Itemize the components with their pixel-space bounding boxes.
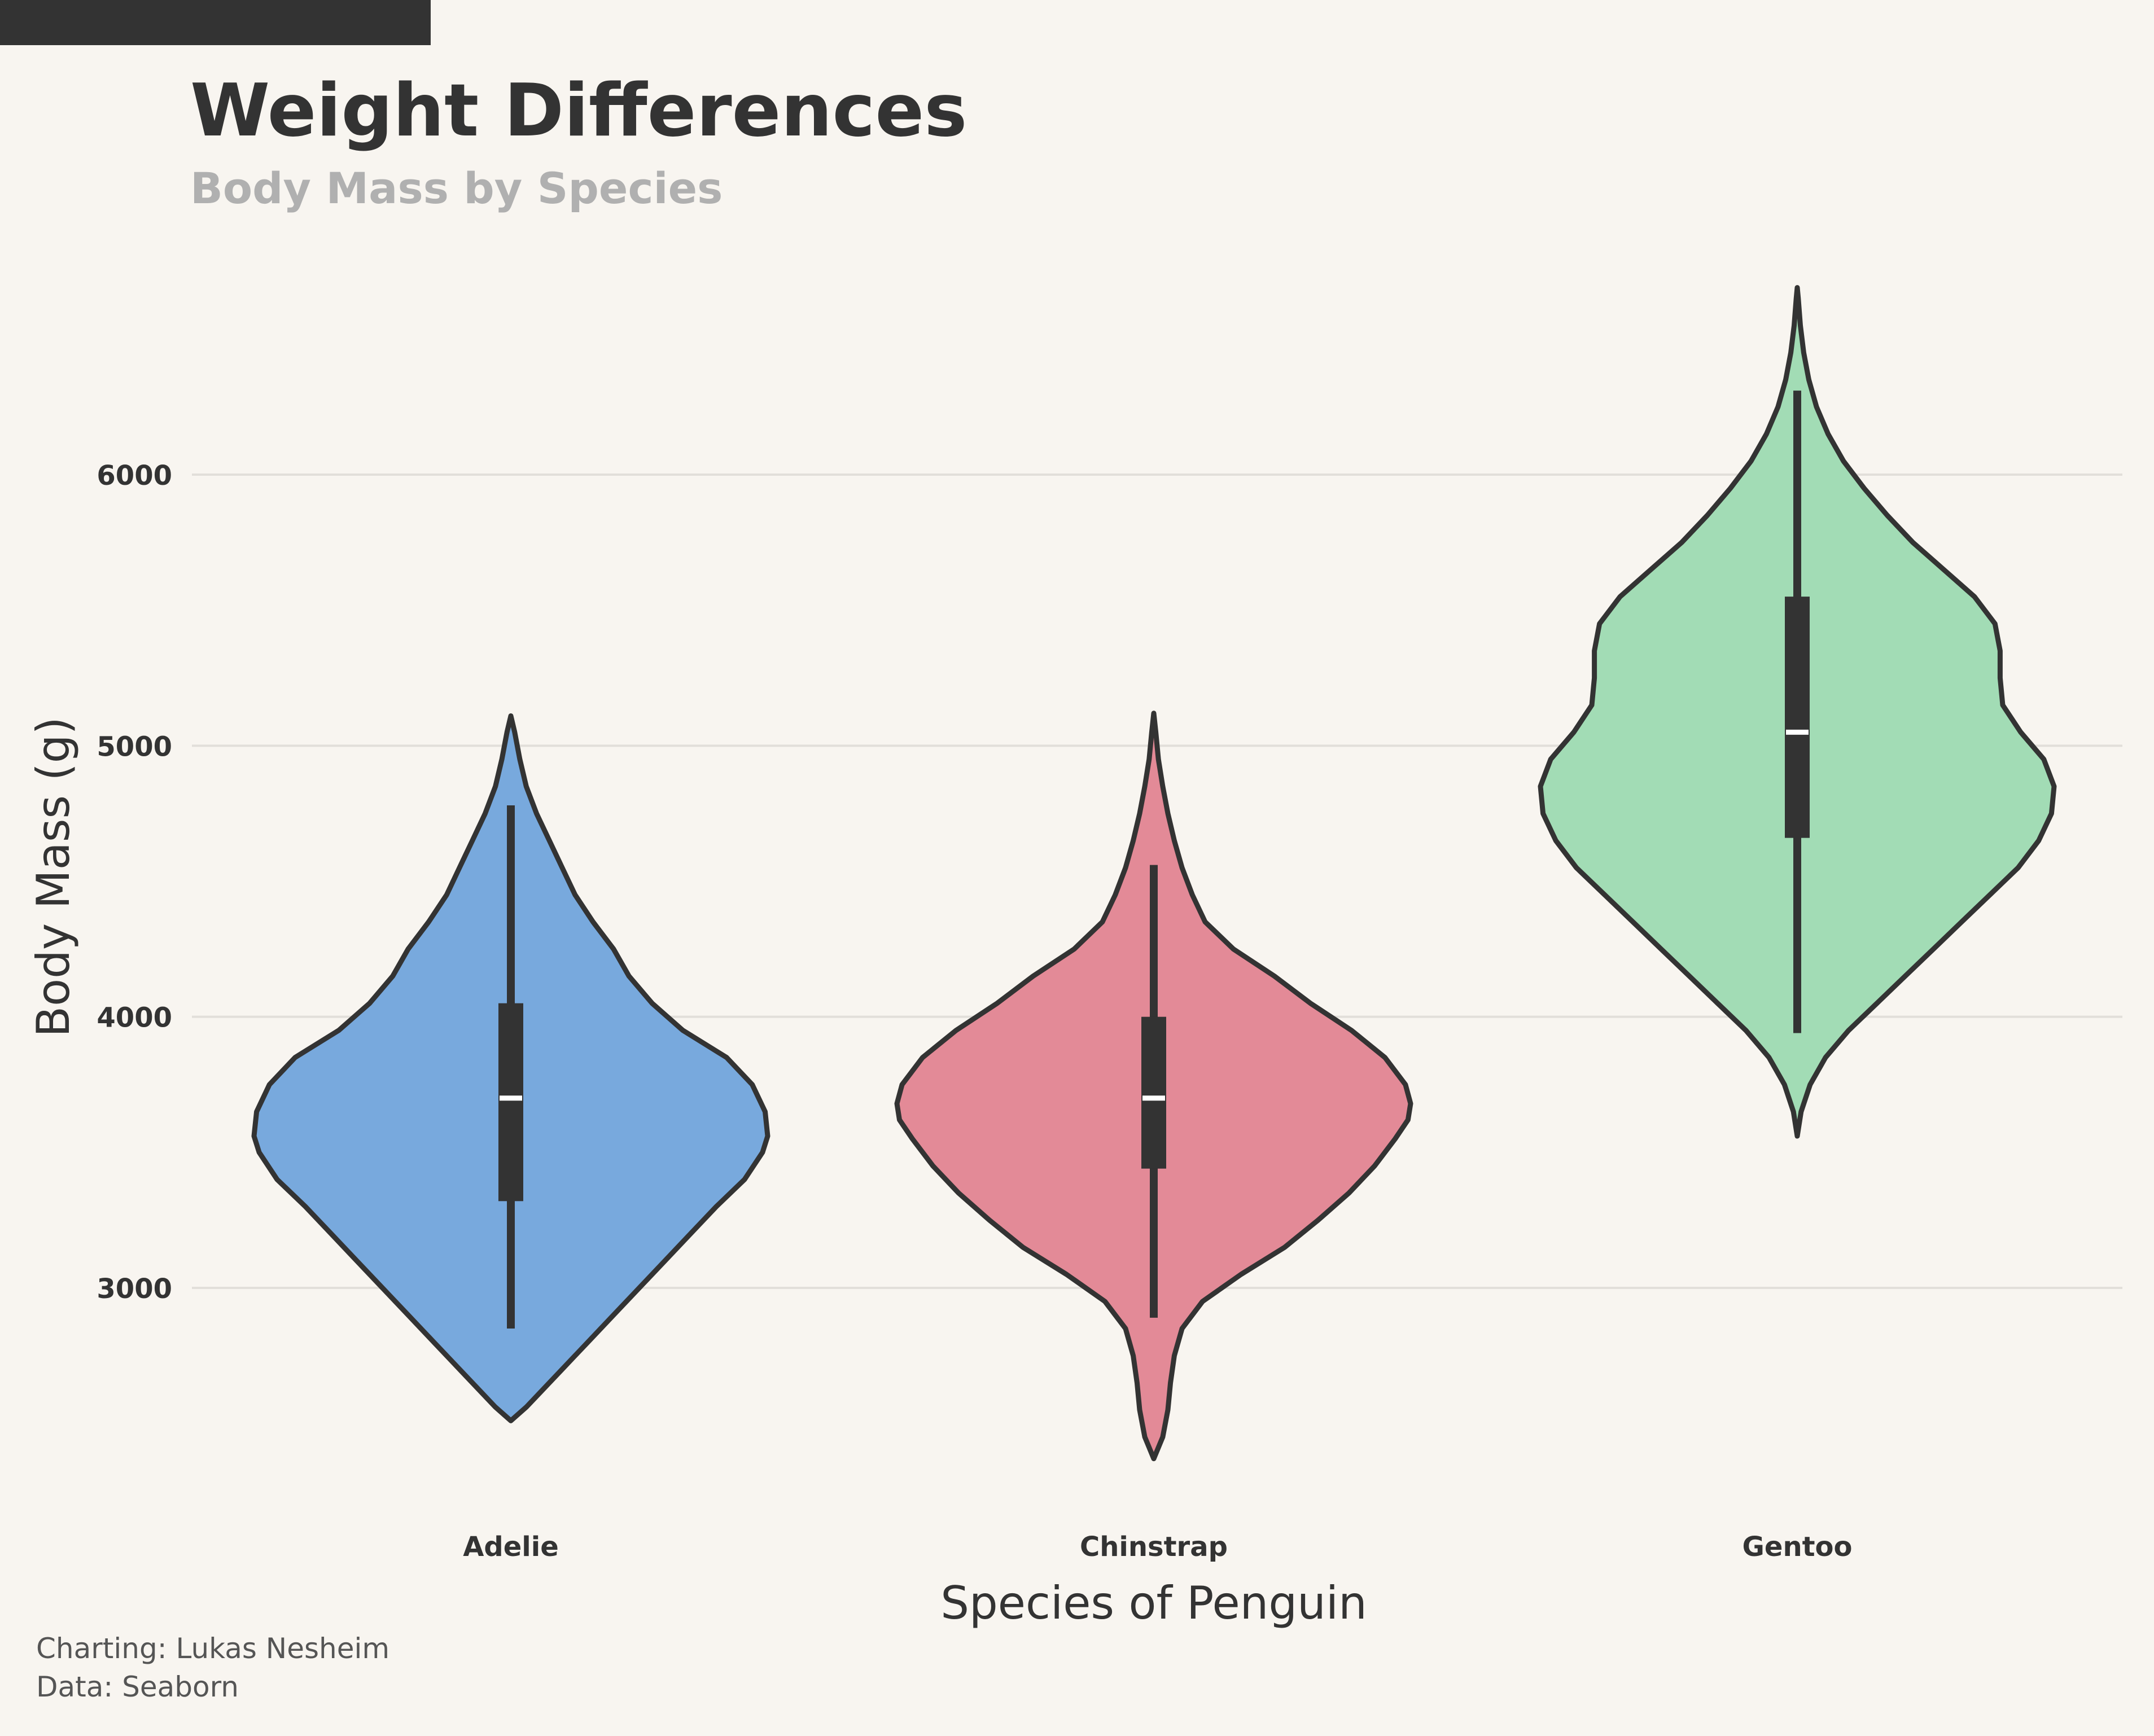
- y-axis-label: Body Mass (g): [27, 717, 80, 1037]
- y-tick-label-5000: 5000: [97, 731, 172, 762]
- iqr-box-gentoo: [1785, 597, 1810, 838]
- chart-title: Weight Differences: [190, 69, 967, 153]
- y-tick-label-4000: 4000: [97, 1002, 172, 1034]
- iqr-box-chinstrap: [1141, 1016, 1166, 1169]
- y-tick-label-6000: 6000: [97, 460, 172, 492]
- violin-chinstrap: [894, 711, 1413, 1462]
- chart-subtitle: Body Mass by Species: [190, 163, 723, 213]
- violin-gentoo: [1538, 285, 2057, 1139]
- violin-adelie: [251, 713, 770, 1423]
- x-tick-label-chinstrap: Chinstrap: [1080, 1531, 1228, 1563]
- y-tick-label-3000: 3000: [97, 1273, 172, 1305]
- x-axis-label: Species of Penguin: [940, 1577, 1367, 1629]
- violins: [251, 285, 2057, 1462]
- corner-accent-bar: [0, 0, 431, 45]
- y-tick-labels: 3000 4000 5000 6000: [97, 460, 172, 1305]
- x-tick-label-gentoo: Gentoo: [1742, 1531, 1852, 1563]
- credit-data: Data: Seaborn: [36, 1671, 239, 1703]
- iqr-box-adelie: [498, 1003, 523, 1202]
- x-tick-label-adelie: Adelie: [463, 1531, 559, 1563]
- x-tick-labels: Adelie Chinstrap Gentoo: [463, 1531, 1852, 1563]
- credit-charting: Charting: Lukas Nesheim: [36, 1632, 389, 1665]
